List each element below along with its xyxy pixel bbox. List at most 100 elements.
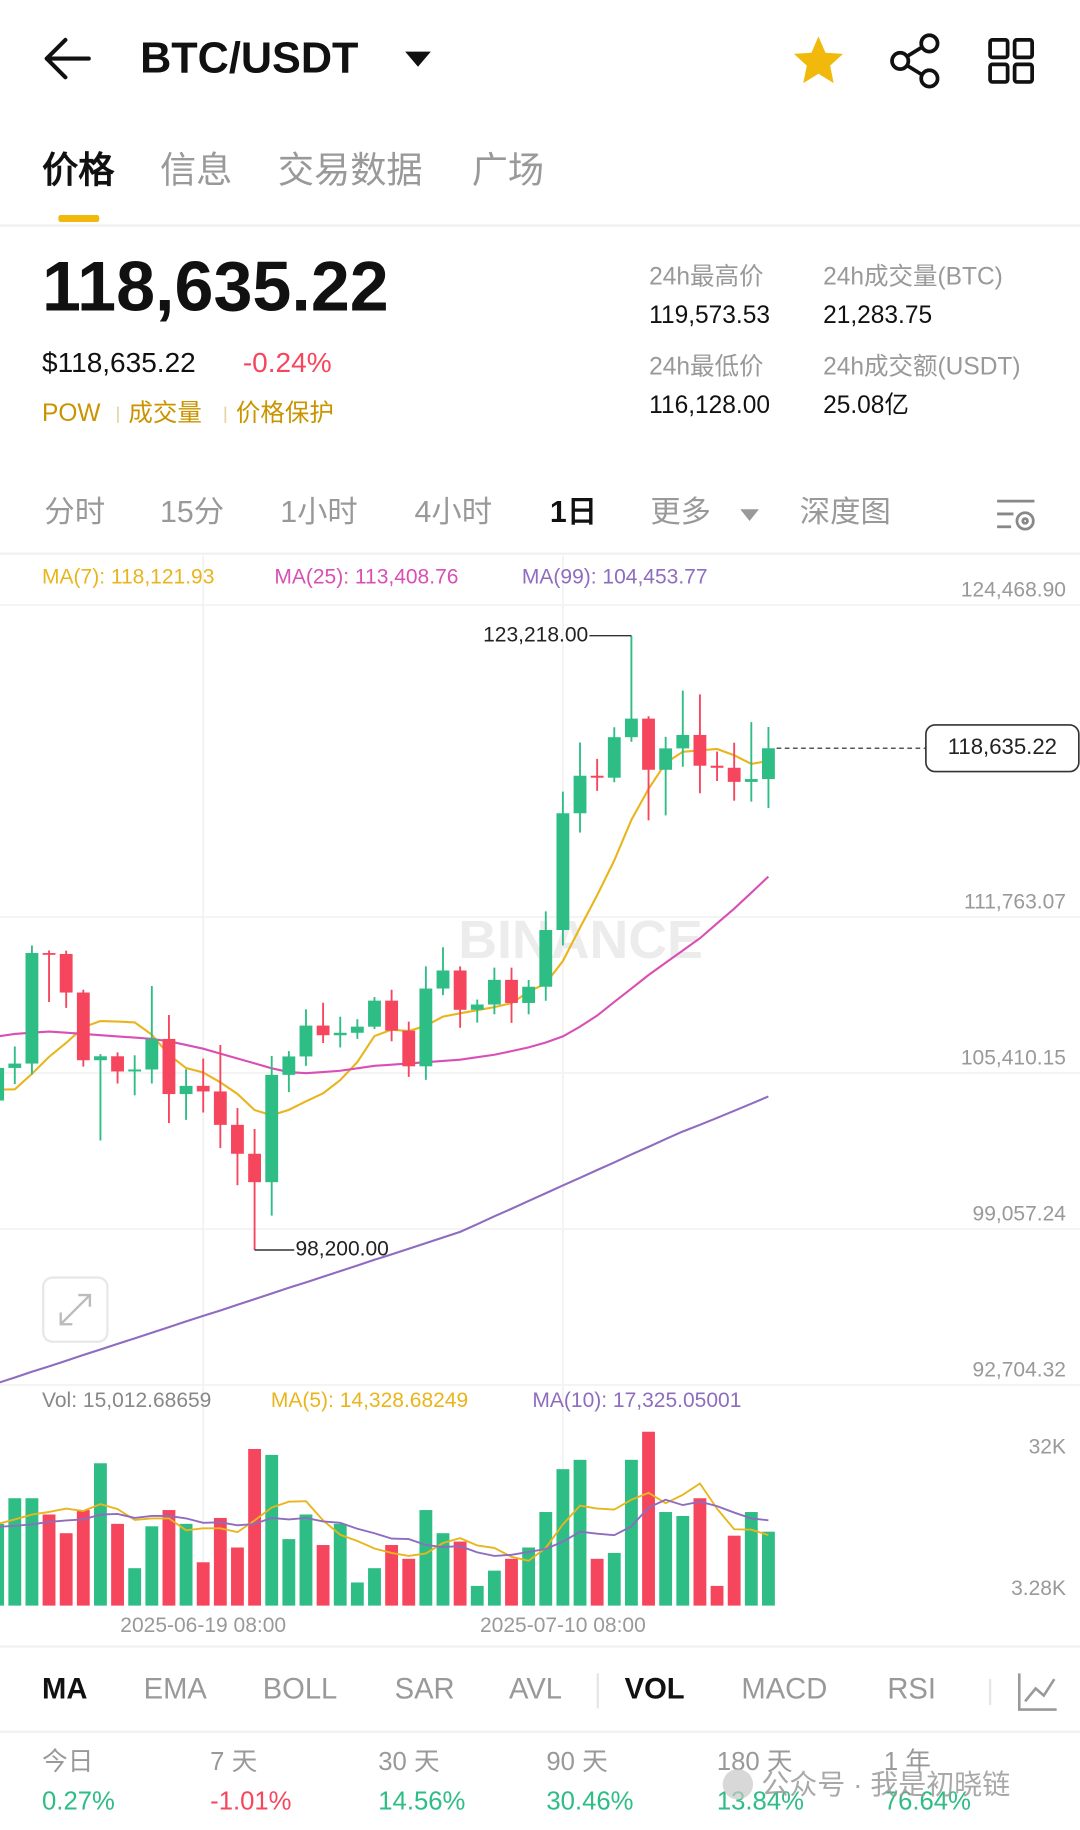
performance-value: -1.01% xyxy=(210,1788,291,1816)
x-tick-label: 2025-07-10 08:00 xyxy=(480,1614,646,1637)
volume-bar xyxy=(350,1582,364,1606)
low-label: 98,200.00 xyxy=(295,1238,388,1261)
pair-dropdown[interactable] xyxy=(405,51,431,67)
candle-body xyxy=(470,1004,484,1010)
volume-bar xyxy=(522,1547,536,1606)
candle-body xyxy=(642,718,655,770)
volume-bar xyxy=(111,1523,124,1606)
y-tick-label: 32K xyxy=(1029,1436,1066,1459)
menu-grid[interactable] xyxy=(988,38,1034,84)
candle-body xyxy=(539,929,553,987)
tag[interactable]: POW xyxy=(42,400,101,427)
tag[interactable]: 价格保护 xyxy=(236,399,334,427)
volume-bar xyxy=(94,1463,107,1606)
share-button[interactable] xyxy=(890,33,940,89)
performance-label: 30 天 xyxy=(378,1748,439,1776)
tab[interactable]: 信息 xyxy=(160,150,232,191)
candle-body xyxy=(487,979,501,1005)
performance-value: 76.64% xyxy=(884,1788,971,1816)
volume-bar xyxy=(693,1498,707,1606)
volume-bar xyxy=(299,1514,313,1606)
candle-body xyxy=(213,1091,227,1125)
volume-bar xyxy=(368,1568,381,1606)
indicator-tab[interactable]: VOL xyxy=(625,1674,685,1706)
volume-bar xyxy=(487,1570,501,1606)
candle-body xyxy=(248,1153,262,1183)
pair-title[interactable]: BTC/USDT xyxy=(140,34,358,82)
performance-value: 14.56% xyxy=(378,1788,465,1816)
interval-tab[interactable]: 15分 xyxy=(160,496,224,529)
indicator-tab[interactable]: MA xyxy=(42,1674,87,1706)
candle-body xyxy=(25,953,39,1064)
candle-body xyxy=(94,1056,107,1061)
candle-body xyxy=(162,1038,176,1095)
favorite-star[interactable] xyxy=(793,36,843,84)
back-button[interactable] xyxy=(44,37,91,80)
high-label: 123,218.00 xyxy=(483,623,588,646)
interval-tab[interactable]: 1小时 xyxy=(280,496,358,529)
candle-body xyxy=(265,1074,279,1183)
performance-label: 180 天 xyxy=(717,1748,793,1776)
interval-tab[interactable]: 4小时 xyxy=(414,496,492,529)
interval-tab[interactable]: 分时 xyxy=(44,496,105,529)
y-tick-label: 3.28K xyxy=(1011,1577,1066,1600)
candle-body xyxy=(556,813,570,930)
volume-bar xyxy=(0,1523,5,1606)
interval-tab[interactable]: 更多 xyxy=(650,495,711,529)
interval-tab[interactable]: 1日 xyxy=(550,496,597,529)
volume-bar xyxy=(59,1533,73,1606)
candle-body xyxy=(727,767,741,782)
candle-body xyxy=(505,979,518,1003)
volume-title: Vol: 15,012.68659 xyxy=(42,1389,211,1412)
legend-entry: MA(10): 17,325.05001 xyxy=(532,1389,741,1412)
candle-body xyxy=(0,1067,5,1101)
indicator-settings[interactable] xyxy=(1018,1673,1057,1711)
candle-body xyxy=(368,1000,381,1027)
stat-value: 119,573.53 xyxy=(649,302,770,329)
stat-value: 25.08亿 xyxy=(823,391,909,419)
indicator-tab[interactable]: AVL xyxy=(509,1674,562,1706)
indicator-tab[interactable]: MACD xyxy=(741,1674,827,1706)
tab[interactable]: 价格 xyxy=(42,150,115,191)
candle-body xyxy=(676,734,690,749)
footer-watermark: 公众号 · 我是初晓链 xyxy=(761,1769,1010,1800)
volume-bar xyxy=(248,1448,262,1606)
candle-body xyxy=(573,775,587,814)
candle-body xyxy=(8,1063,22,1068)
candle-body xyxy=(522,986,536,1003)
last-price-tag: 118,635.22 xyxy=(948,734,1057,759)
y-tick-label: 92,704.32 xyxy=(973,1358,1066,1381)
volume-bar xyxy=(196,1562,210,1606)
candle-body xyxy=(350,1026,364,1033)
ma-line xyxy=(0,1095,769,1384)
candle-body xyxy=(128,1069,142,1072)
tag[interactable]: 成交量 xyxy=(128,399,202,427)
indicator-tab[interactable]: RSI xyxy=(887,1674,936,1706)
volume-bar xyxy=(470,1585,484,1606)
candle-body xyxy=(282,1056,296,1075)
tab[interactable]: 交易数据 xyxy=(278,150,423,191)
more-dropdown[interactable] xyxy=(740,509,759,521)
candle-body xyxy=(316,1025,330,1036)
indicator-tab[interactable]: EMA xyxy=(144,1674,208,1706)
performance-label: 7 天 xyxy=(210,1748,257,1776)
volume-bar xyxy=(76,1510,90,1606)
candle-body xyxy=(659,748,673,770)
stat-value: 116,128.00 xyxy=(649,392,770,419)
chart-settings[interactable] xyxy=(997,499,1035,531)
expand-button[interactable] xyxy=(42,1276,109,1343)
usd-price: $118,635.22 xyxy=(42,347,196,378)
candle-body xyxy=(436,970,450,989)
stat-value: 21,283.75 xyxy=(823,302,932,329)
volume-bar xyxy=(539,1512,553,1606)
interval-tab[interactable]: 深度图 xyxy=(800,495,891,529)
price-change: -0.24% xyxy=(243,347,332,378)
candle-body xyxy=(693,734,707,766)
volume-ma-line xyxy=(0,1482,769,1562)
candle-body xyxy=(453,970,467,1010)
indicator-tab[interactable]: BOLL xyxy=(263,1674,338,1706)
indicator-tab[interactable]: SAR xyxy=(395,1674,455,1706)
x-tick-label: 2025-06-19 08:00 xyxy=(120,1614,286,1637)
tab[interactable]: 广场 xyxy=(472,150,544,191)
